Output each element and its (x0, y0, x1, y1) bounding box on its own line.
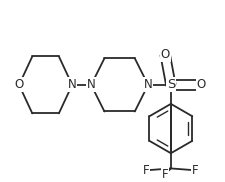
Text: O: O (197, 78, 206, 91)
Text: N: N (144, 78, 153, 91)
Text: O: O (14, 78, 24, 91)
Text: S: S (167, 78, 175, 91)
Text: F: F (143, 164, 149, 177)
Text: N: N (87, 78, 96, 91)
Text: O: O (161, 48, 170, 61)
Text: N: N (68, 78, 76, 91)
Text: F: F (192, 164, 199, 177)
Text: F: F (162, 168, 169, 181)
